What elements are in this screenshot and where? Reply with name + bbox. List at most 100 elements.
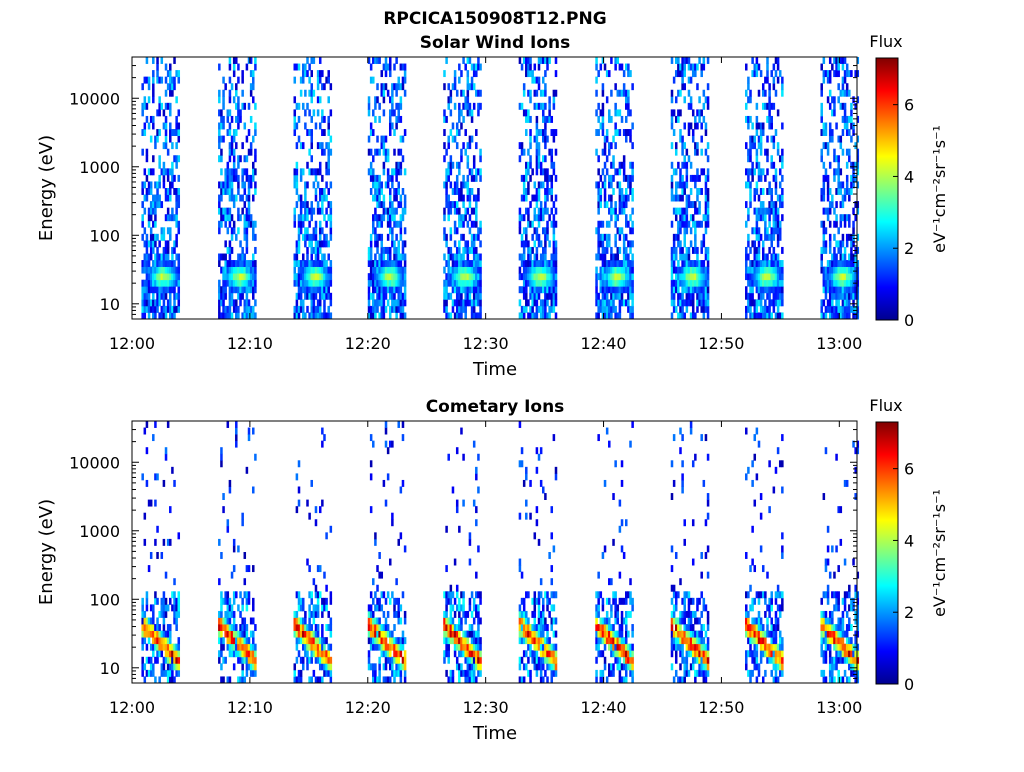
heatmap-cell	[471, 109, 474, 116]
heatmap-cell	[548, 240, 551, 247]
heatmap-cell	[404, 201, 407, 208]
heatmap-cell	[152, 650, 155, 657]
heatmap-cell	[152, 293, 155, 300]
heatmap-cell	[764, 175, 767, 182]
heatmap-cell	[298, 487, 301, 494]
heatmap-cell	[747, 234, 750, 241]
heatmap-cell	[671, 90, 674, 97]
heatmap-cell	[397, 77, 400, 84]
heatmap-cell	[218, 306, 221, 313]
heatmap-cell	[700, 136, 703, 143]
heatmap-cell	[302, 254, 305, 261]
heatmap-cell	[178, 657, 181, 664]
heatmap-cell	[631, 83, 634, 90]
heatmap-cell	[452, 591, 455, 598]
heatmap-cell	[400, 618, 403, 625]
heatmap-cell	[681, 77, 684, 84]
heatmap-cell	[600, 175, 603, 182]
heatmap-cell	[296, 175, 299, 182]
heatmap-cell	[850, 136, 853, 143]
heatmap-cell	[154, 221, 157, 228]
heatmap-cell	[835, 221, 838, 228]
heatmap-cell	[169, 637, 172, 644]
heatmap-cell	[747, 254, 750, 261]
heatmap-cell	[146, 234, 149, 241]
heatmap-cell	[768, 90, 771, 97]
heatmap-cell	[161, 103, 164, 110]
heatmap-cell	[319, 96, 322, 103]
heatmap-cell	[175, 234, 178, 241]
heatmap-cell	[231, 247, 234, 254]
heatmap-cell	[231, 572, 234, 579]
heatmap-cell	[330, 136, 333, 143]
heatmap-cell	[529, 175, 532, 182]
heatmap-cell	[844, 254, 847, 261]
heatmap-cell	[538, 604, 541, 611]
heatmap-cell	[462, 500, 465, 507]
heatmap-cell	[606, 293, 609, 300]
heatmap-cell	[150, 227, 153, 234]
heatmap-cell	[321, 428, 324, 435]
heatmap-cell	[519, 559, 522, 566]
heatmap-cell	[604, 142, 607, 149]
heatmap-cell	[374, 670, 377, 677]
heatmap-cell	[402, 631, 405, 638]
heatmap-cell	[310, 142, 313, 149]
heatmap-cell	[464, 306, 467, 313]
y-tick-label: 100	[89, 226, 120, 245]
heatmap-cell	[178, 129, 181, 136]
heatmap-cell	[840, 221, 843, 228]
heatmap-cell	[308, 64, 311, 71]
heatmap-cell	[703, 312, 706, 319]
heatmap-cell	[294, 221, 297, 228]
heatmap-cell	[158, 299, 161, 306]
heatmap-cell	[235, 421, 238, 428]
heatmap-cell	[536, 136, 539, 143]
heatmap-cell	[469, 539, 472, 546]
heatmap-cell	[781, 267, 784, 274]
heatmap-cell	[148, 312, 151, 319]
heatmap-cell	[527, 188, 530, 195]
heatmap-cell	[631, 221, 634, 228]
heatmap-cell	[760, 136, 763, 143]
heatmap-cell	[756, 129, 759, 136]
heatmap-cell	[231, 142, 234, 149]
heatmap-cell	[252, 487, 255, 494]
heatmap-cell	[298, 103, 301, 110]
heatmap-cell	[631, 273, 634, 280]
heatmap-cell	[400, 221, 403, 228]
heatmap-cell	[370, 240, 373, 247]
heatmap-cell	[602, 129, 605, 136]
heatmap-cell	[829, 123, 832, 130]
heatmap-cell	[469, 142, 472, 149]
heatmap-cell	[707, 103, 710, 110]
heatmap-cell	[525, 227, 528, 234]
heatmap-cell	[454, 611, 457, 618]
heatmap-cell	[600, 188, 603, 195]
heatmap-cell	[389, 57, 392, 64]
heatmap-cell	[447, 260, 450, 267]
heatmap-cell	[835, 254, 838, 261]
heatmap-cell	[158, 676, 161, 683]
heatmap-cell	[610, 116, 613, 123]
heatmap-cell	[402, 188, 405, 195]
heatmap-cell	[387, 90, 390, 97]
heatmap-cell	[631, 240, 634, 247]
heatmap-cell	[450, 312, 453, 319]
heatmap-cell	[450, 129, 453, 136]
heatmap-cell	[294, 116, 297, 123]
heatmap-cell	[254, 129, 257, 136]
heatmap-cell	[751, 286, 754, 293]
heatmap-cell	[220, 454, 223, 461]
heatmap-cell	[300, 676, 303, 683]
heatmap-cell	[536, 201, 539, 208]
heatmap-cell	[848, 312, 851, 319]
heatmap-cell	[675, 96, 678, 103]
heatmap-cell	[617, 254, 620, 261]
heatmap-cell	[773, 234, 776, 241]
heatmap-cell	[233, 545, 236, 552]
heatmap-cell	[298, 500, 301, 507]
heatmap-cell	[220, 611, 223, 618]
heatmap-cell	[781, 260, 784, 267]
heatmap-cell	[479, 227, 482, 234]
